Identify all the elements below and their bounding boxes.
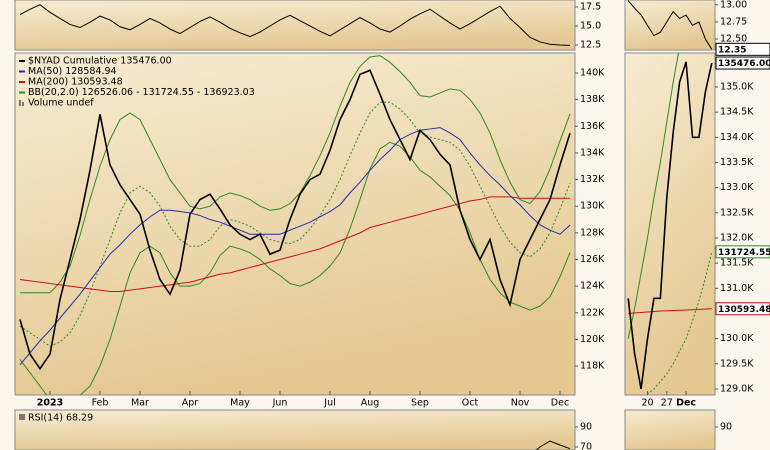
y-tick-label: 135.0K: [720, 81, 754, 92]
panel: [14, 409, 576, 450]
legend-swatch: [19, 100, 21, 106]
y-tick-label: 124K: [580, 281, 605, 292]
y-tick-label: 128K: [580, 227, 605, 238]
y-tick-label: 122K: [580, 307, 605, 318]
x-tick-label: Dec: [551, 398, 569, 409]
plot-area: [627, 53, 713, 395]
x-tick-label: Mar: [131, 398, 149, 409]
series-line: [535, 440, 571, 450]
y-tick-label: 136K: [580, 121, 605, 132]
x-tick-label: Jun: [272, 398, 288, 409]
y-tick-label: 90: [720, 422, 732, 433]
series-line: [19, 69, 571, 371]
x-tick-label: Aug: [361, 398, 380, 409]
series-line: [627, 53, 680, 339]
panel: [14, 0, 576, 51]
value-label-box: [715, 42, 770, 56]
x-tick-label: 20: [641, 398, 653, 409]
plot-area: [627, 0, 713, 50]
panel: [624, 0, 716, 51]
series-line: [628, 308, 712, 314]
series-line: [627, 0, 713, 50]
x-tick-label: May: [230, 398, 250, 409]
series-line: [19, 4, 571, 46]
y-tick-label: 12.75: [720, 16, 747, 27]
series-line: [645, 251, 713, 395]
plot-area: [19, 4, 571, 46]
y-tick-label: 131.5K: [720, 258, 754, 269]
series-line: [20, 55, 571, 294]
x-tick-label: 2023: [37, 398, 63, 409]
x-tick-label: Feb: [92, 398, 109, 409]
y-tick-label: 118K: [580, 361, 605, 372]
y-tick-label: 90: [580, 422, 592, 433]
x-tick-label: Oct: [462, 398, 479, 409]
legend-swatch: [22, 102, 24, 106]
legend-swatch: [19, 414, 25, 420]
legend-label: Volume undef: [28, 98, 94, 109]
y-tick-label: 130K: [580, 201, 605, 212]
y-tick-label: 133.0K: [720, 182, 754, 193]
value-label: 135476.00: [718, 59, 770, 69]
y-tick-label: 12.50: [720, 34, 747, 45]
y-tick-label: 15.0: [580, 20, 601, 31]
y-tick-label: 70: [580, 442, 592, 450]
x-tick-label: Apr: [182, 398, 199, 409]
x-tick-label: Sep: [411, 398, 429, 409]
x-tick-label: Dec: [676, 398, 696, 409]
y-tick-label: 131.0K: [720, 283, 754, 294]
plot-area: [535, 440, 571, 450]
panel: [624, 52, 716, 396]
y-tick-label: 132.0K: [720, 232, 754, 243]
value-label: 12.35: [718, 45, 746, 55]
legend-label: $NYAD Cumulative 135476.00: [28, 56, 172, 67]
y-tick-label: 120K: [580, 334, 605, 345]
y-tick-label: 129.5K: [720, 358, 754, 369]
y-tick-label: 12.5: [580, 39, 601, 50]
legend-label: BB(20,2.0) 126526.06 - 131724.55 - 13692…: [28, 87, 255, 98]
plot-area: [19, 55, 571, 395]
y-tick-label: 13.00: [720, 0, 747, 10]
legend-label: MA(200) 130593.48: [28, 77, 123, 88]
y-tick-label: 134K: [580, 147, 605, 158]
y-tick-label: 133.5K: [720, 157, 754, 168]
value-label-box: [715, 56, 770, 70]
x-tick-label: Jul: [323, 398, 335, 409]
value-label-box: [715, 245, 770, 259]
y-tick-label: 130.0K: [720, 333, 754, 344]
y-tick-label: 134.0K: [720, 132, 754, 143]
panel: [624, 409, 716, 450]
y-tick-label: 126K: [580, 254, 605, 265]
x-tick-label: 27: [661, 398, 673, 409]
value-label-box: [715, 302, 770, 316]
y-tick-label: 138K: [580, 94, 605, 105]
y-tick-label: 132K: [580, 174, 605, 185]
panel: [14, 52, 576, 396]
value-label: 131724.55: [718, 248, 770, 258]
series-line: [19, 196, 571, 292]
x-tick-label: Nov: [511, 398, 530, 409]
y-tick-label: 140K: [580, 67, 605, 78]
y-tick-label: 17.5: [580, 1, 601, 12]
y-tick-label: 134.5K: [720, 107, 754, 118]
series-line: [627, 61, 713, 390]
series-line: [19, 127, 571, 366]
y-tick-label: 129.0K: [720, 383, 754, 394]
legend-label: MA(50) 128584.94: [28, 66, 117, 77]
panel-label: RSI(14) 68.29: [28, 413, 93, 424]
y-tick-label: 132.5K: [720, 207, 754, 218]
value-label: 130593.48: [718, 305, 770, 315]
